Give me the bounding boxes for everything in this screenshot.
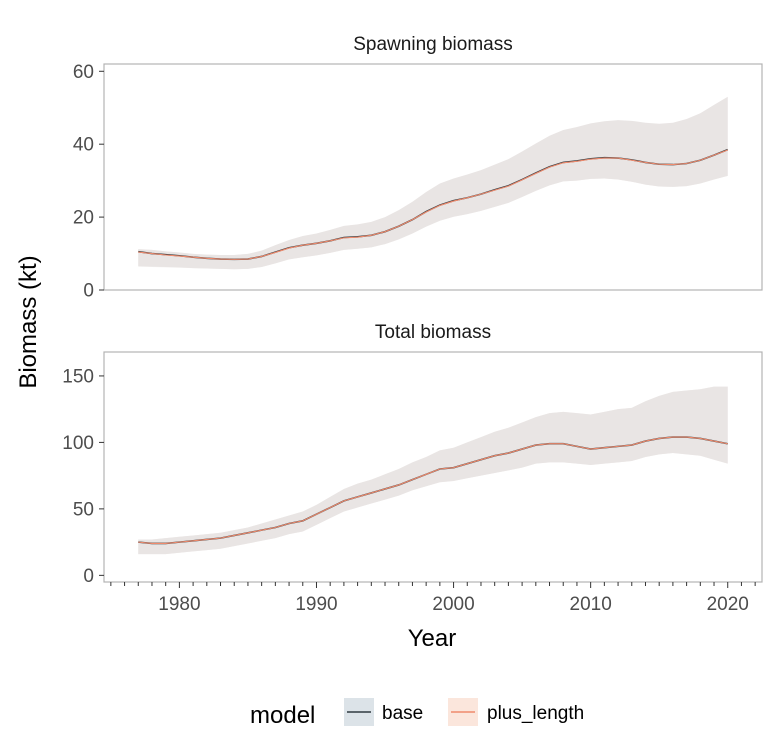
panel-border — [103, 351, 763, 583]
y-tick-label: 60 — [73, 62, 94, 83]
y-tick-label: 150 — [62, 366, 94, 387]
y-axis-label: Biomass (kt) — [15, 255, 42, 388]
panel-total-biomass: Total biomass 0 50 100 150 1980 1990 2000 2010 20… — [62, 322, 763, 615]
legend-label-plus-length: plus_length — [487, 703, 584, 724]
y-tick-label: 100 — [62, 433, 94, 454]
y-tick-label: 0 — [83, 281, 94, 302]
legend: model base plus_length — [250, 698, 584, 729]
line-plus-length — [138, 436, 728, 545]
legend-label-base: base — [382, 703, 423, 724]
line-plus-length — [138, 149, 728, 260]
x-tick-label: 1980 — [158, 594, 200, 615]
panel-spawning-biomass: Spawning biomass 0 20 40 60 — [73, 34, 763, 302]
y-tick-label: 20 — [73, 208, 94, 229]
panel-title: Spawning biomass — [353, 34, 512, 55]
x-tick-label: 1990 — [295, 594, 337, 615]
x-tick-label: 2010 — [570, 594, 612, 615]
panel-title: Total biomass — [375, 322, 491, 343]
ribbon-plus-length — [138, 97, 728, 270]
y-tick-label: 0 — [83, 566, 94, 587]
x-axis-label: Year — [408, 625, 457, 652]
x-tick-label: 2020 — [707, 594, 749, 615]
panel-content — [138, 96, 729, 270]
panels: Spawning biomass 0 20 40 60 Total biomass 0 50 1… — [62, 34, 763, 615]
panel-border — [103, 63, 763, 291]
ribbon-plus-length — [138, 386, 728, 555]
y-tick-label: 40 — [73, 135, 94, 156]
y-tick-label: 50 — [73, 499, 94, 520]
legend-title: model — [250, 702, 315, 729]
panel-content — [138, 386, 728, 555]
x-tick-label: 2000 — [432, 594, 474, 615]
